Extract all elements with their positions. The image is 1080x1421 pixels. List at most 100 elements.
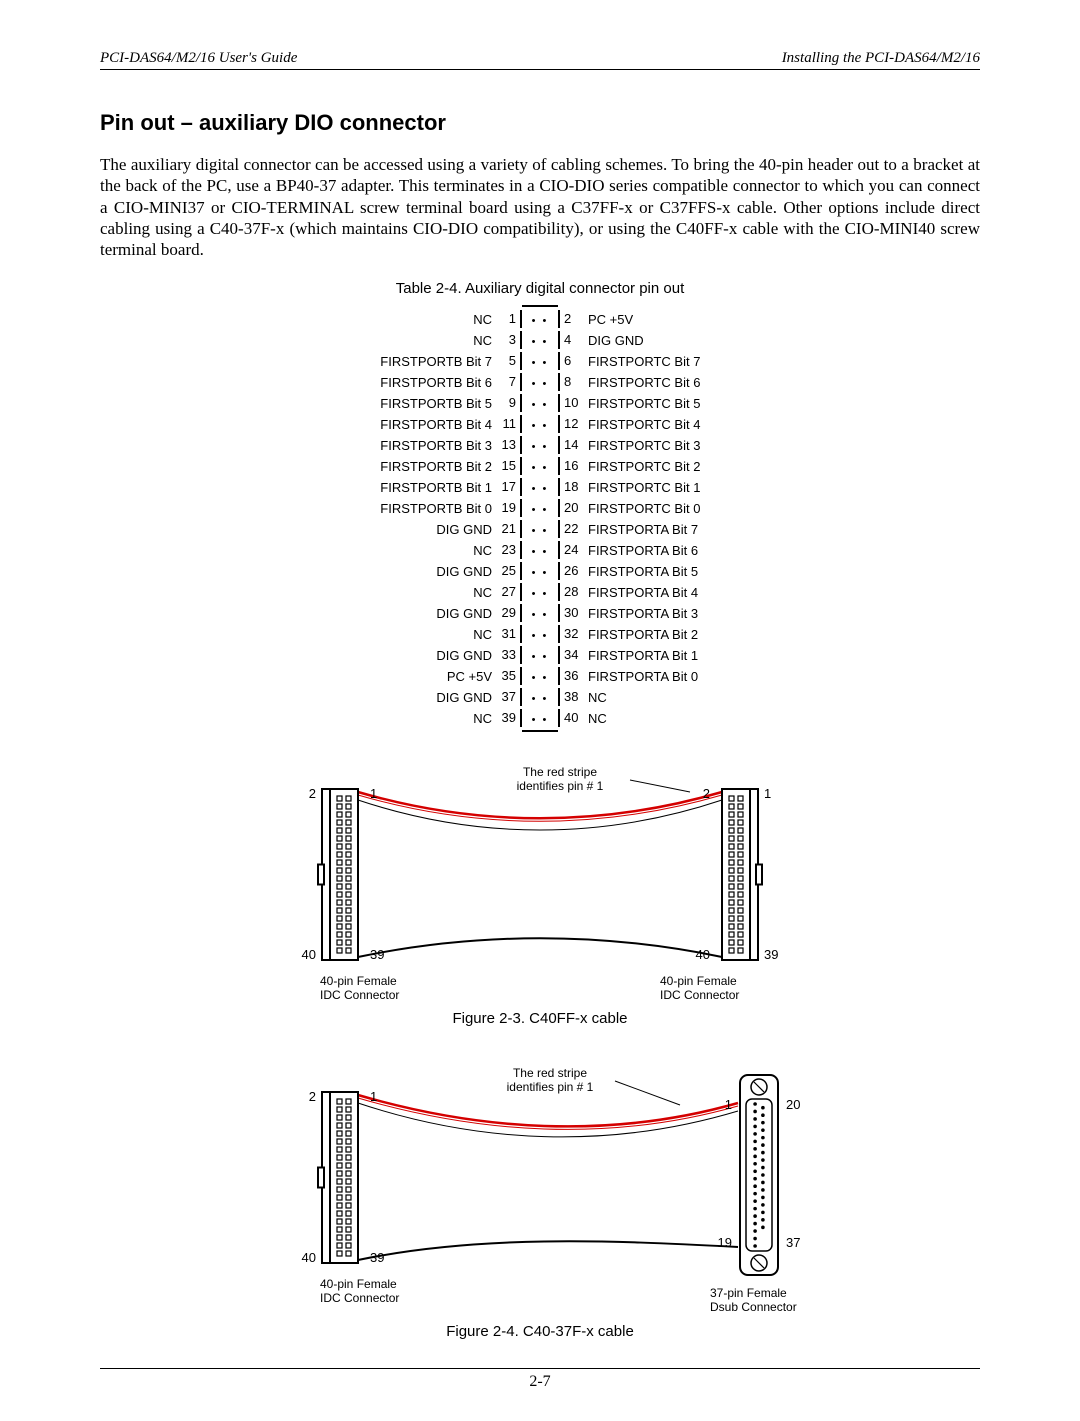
- pin-number-right: 14: [558, 436, 582, 454]
- pin-number-left: 25: [498, 562, 522, 580]
- figure-1-caption: Figure 2-3. C40FF-x cable: [452, 1010, 627, 1027]
- svg-text:19: 19: [718, 1235, 732, 1250]
- pin-number-left: 9: [498, 394, 522, 412]
- svg-text:40: 40: [302, 1250, 316, 1265]
- pin-number-left: 15: [498, 457, 522, 475]
- pin-label-left: FIRSTPORTB Bit 1: [358, 480, 498, 495]
- pin-label-right: DIG GND: [582, 333, 722, 348]
- svg-text:40: 40: [696, 947, 710, 962]
- pin-dots: [522, 711, 558, 726]
- pin-label-right: FIRSTPORTA Bit 0: [582, 669, 722, 684]
- pin-label-left: FIRSTPORTB Bit 6: [358, 375, 498, 390]
- pin-dots: [522, 564, 558, 579]
- pin-label-left: FIRSTPORTB Bit 3: [358, 438, 498, 453]
- pin-number-right: 20: [558, 499, 582, 517]
- svg-text:IDC Connector: IDC Connector: [660, 988, 739, 1002]
- pin-label-right: FIRSTPORTA Bit 6: [582, 543, 722, 558]
- pin-number-right: 12: [558, 415, 582, 433]
- pin-number-left: 31: [498, 625, 522, 643]
- svg-text:1: 1: [764, 786, 771, 801]
- svg-text:2: 2: [309, 1089, 316, 1104]
- pin-number-left: 21: [498, 520, 522, 538]
- pin-label-left: FIRSTPORTB Bit 5: [358, 396, 498, 411]
- pin-number-right: 2: [558, 310, 582, 328]
- svg-text:2: 2: [309, 786, 316, 801]
- pin-dots: [522, 690, 558, 705]
- pin-dots: [522, 480, 558, 495]
- pin-number-left: 1: [498, 310, 522, 328]
- pin-dots: [522, 333, 558, 348]
- svg-text:The red stripe: The red stripe: [523, 765, 597, 779]
- pin-label-right: FIRSTPORTC Bit 0: [582, 501, 722, 516]
- pin-dots: [522, 354, 558, 369]
- pin-number-left: 7: [498, 373, 522, 391]
- pin-dots: [522, 417, 558, 432]
- pin-number-left: 17: [498, 478, 522, 496]
- pin-label-right: FIRSTPORTA Bit 7: [582, 522, 722, 537]
- pin-label-right: FIRSTPORTA Bit 2: [582, 627, 722, 642]
- svg-text:40-pin Female: 40-pin Female: [320, 1277, 397, 1291]
- pin-number-left: 19: [498, 499, 522, 517]
- header-left: PCI-DAS64/M2/16 User's Guide: [100, 50, 297, 67]
- pin-label-right: FIRSTPORTC Bit 1: [582, 480, 722, 495]
- page-number: 2-7: [100, 1373, 980, 1391]
- svg-text:39: 39: [764, 947, 778, 962]
- svg-text:The red stripe: The red stripe: [513, 1066, 587, 1080]
- pin-number-left: 27: [498, 583, 522, 601]
- pin-label-right: FIRSTPORTA Bit 1: [582, 648, 722, 663]
- pin-number-right: 8: [558, 373, 582, 391]
- svg-text:1: 1: [370, 1089, 377, 1104]
- pin-number-right: 34: [558, 646, 582, 664]
- svg-text:Dsub Connector: Dsub Connector: [710, 1300, 797, 1314]
- pin-dots: [522, 522, 558, 537]
- figure-2-caption: Figure 2-4. C40-37F-x cable: [446, 1323, 634, 1340]
- pin-number-left: 13: [498, 436, 522, 454]
- pin-number-left: 29: [498, 604, 522, 622]
- svg-text:37: 37: [786, 1235, 800, 1250]
- pin-number-right: 26: [558, 562, 582, 580]
- svg-text:20: 20: [786, 1097, 800, 1112]
- pin-number-right: 6: [558, 352, 582, 370]
- header-right: Installing the PCI-DAS64/M2/16: [782, 50, 980, 67]
- pin-dots: [522, 375, 558, 390]
- body-paragraph: The auxiliary digital connector can be a…: [100, 154, 980, 260]
- svg-text:40-pin Female: 40-pin Female: [660, 974, 737, 988]
- pin-number-left: 39: [498, 709, 522, 727]
- pin-label-left: FIRSTPORTB Bit 2: [358, 459, 498, 474]
- pin-label-right: FIRSTPORTA Bit 4: [582, 585, 722, 600]
- pin-dots: [522, 396, 558, 411]
- pin-label-right: FIRSTPORTC Bit 2: [582, 459, 722, 474]
- pin-label-right: FIRSTPORTC Bit 7: [582, 354, 722, 369]
- pin-label-left: NC: [358, 312, 498, 327]
- pinout-table: NC12PC +5VNC34DIG GNDFIRSTPORTB Bit 756F…: [358, 305, 722, 732]
- svg-text:IDC Connector: IDC Connector: [320, 1291, 399, 1305]
- svg-text:37-pin Female: 37-pin Female: [710, 1286, 787, 1300]
- pin-dots: [522, 648, 558, 663]
- pin-number-right: 28: [558, 583, 582, 601]
- pin-number-right: 36: [558, 667, 582, 685]
- pin-dots: [522, 627, 558, 642]
- pin-number-right: 38: [558, 688, 582, 706]
- pin-number-left: 33: [498, 646, 522, 664]
- pin-label-left: NC: [358, 711, 498, 726]
- pin-label-right: PC +5V: [582, 312, 722, 327]
- figure-cable-2: 2140391201937The red stripeidentifies pi…: [100, 1055, 980, 1348]
- pin-number-right: 40: [558, 709, 582, 727]
- pin-label-left: FIRSTPORTB Bit 4: [358, 417, 498, 432]
- pin-dots: [522, 606, 558, 621]
- pin-label-left: NC: [358, 333, 498, 348]
- pin-dots: [522, 585, 558, 600]
- pin-label-right: FIRSTPORTA Bit 3: [582, 606, 722, 621]
- pin-number-left: 3: [498, 331, 522, 349]
- pin-number-right: 32: [558, 625, 582, 643]
- pin-label-left: NC: [358, 585, 498, 600]
- pin-label-left: FIRSTPORTB Bit 0: [358, 501, 498, 516]
- svg-text:1: 1: [725, 1097, 732, 1112]
- pin-dots: [522, 543, 558, 558]
- pin-label-right: NC: [582, 711, 722, 726]
- pin-number-left: 37: [498, 688, 522, 706]
- pin-dots: [522, 669, 558, 684]
- pin-number-left: 35: [498, 667, 522, 685]
- pin-label-right: FIRSTPORTC Bit 5: [582, 396, 722, 411]
- pin-dots: [522, 312, 558, 327]
